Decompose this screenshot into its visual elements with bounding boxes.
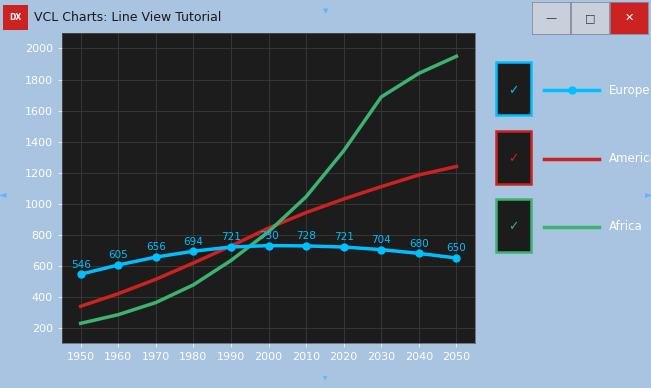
- Text: 680: 680: [409, 239, 429, 249]
- Text: 721: 721: [334, 232, 353, 242]
- FancyBboxPatch shape: [3, 5, 28, 30]
- Text: ✓: ✓: [508, 220, 519, 234]
- Text: 704: 704: [372, 235, 391, 245]
- Text: ▼: ▼: [323, 9, 328, 15]
- Bar: [496, 131, 531, 184]
- Text: 730: 730: [258, 231, 279, 241]
- Text: —: —: [545, 13, 557, 23]
- Text: ✓: ✓: [508, 84, 519, 97]
- Text: 650: 650: [447, 243, 466, 253]
- Text: 546: 546: [71, 260, 90, 270]
- Text: ◄: ◄: [0, 189, 7, 199]
- Text: DX: DX: [10, 13, 21, 22]
- Text: 721: 721: [221, 232, 241, 242]
- Text: 728: 728: [296, 231, 316, 241]
- Text: ►: ►: [644, 189, 651, 199]
- Text: ✕: ✕: [624, 13, 633, 23]
- Bar: [496, 62, 531, 115]
- Text: Africa: Africa: [609, 220, 643, 234]
- Text: 656: 656: [146, 242, 166, 253]
- Text: 605: 605: [108, 250, 128, 260]
- Text: Europe: Europe: [609, 84, 650, 97]
- Text: VCL Charts: Line View Tutorial: VCL Charts: Line View Tutorial: [34, 10, 221, 24]
- Text: Americas: Americas: [609, 152, 651, 165]
- Text: ✓: ✓: [508, 152, 519, 165]
- Text: □: □: [585, 13, 595, 23]
- Text: 694: 694: [184, 237, 203, 246]
- Bar: [496, 199, 531, 252]
- Text: ▼: ▼: [324, 376, 327, 381]
